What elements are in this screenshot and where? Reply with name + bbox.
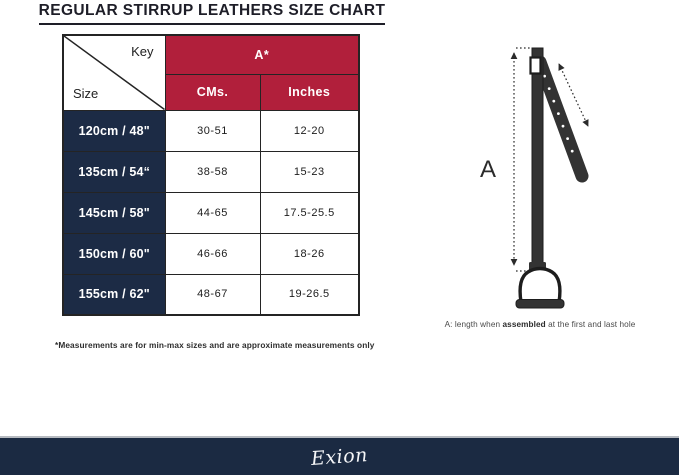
- dimension-a-label: A: [480, 156, 496, 183]
- size-table-body: 120cm / 48" 30-51 12-20 135cm / 54“ 38-5…: [62, 109, 360, 316]
- caption-bold: assembled: [502, 320, 546, 329]
- size-cell: 155cm / 62": [62, 273, 166, 316]
- table-row: 135cm / 54“ 38-58 15-23: [62, 150, 360, 193]
- caption-prefix: A: length when: [444, 320, 503, 329]
- diagonal-divider: [64, 36, 165, 110]
- size-cell: 145cm / 58": [62, 191, 166, 234]
- inches-value-cell: 15-23: [259, 150, 360, 193]
- stirrup-leather-diagram: A: [480, 47, 589, 309]
- cms-value-cell: 48-67: [164, 273, 261, 316]
- diagram-caption: A: length when assembled at the first an…: [437, 320, 643, 329]
- cms-value-cell: 46-66: [164, 232, 261, 275]
- cms-value-cell: 38-58: [164, 150, 261, 193]
- group-header-a: A*: [164, 34, 360, 75]
- size-cell: 120cm / 48": [62, 109, 166, 152]
- key-size-corner-cell: Key Size: [62, 34, 166, 111]
- column-header-inches: Inches: [259, 73, 360, 111]
- corner-size-label: Size: [73, 85, 99, 101]
- footer-bar: Exion: [0, 436, 679, 475]
- inches-value-cell: 18-26: [259, 232, 360, 275]
- diagonal-measure-arrow: [558, 63, 589, 127]
- size-cell: 150cm / 60": [62, 232, 166, 275]
- stirrup-iron-arch: [518, 266, 562, 303]
- cms-value-cell: 30-51: [164, 109, 261, 152]
- corner-key-label: Key: [131, 44, 154, 59]
- size-chart-table: Key Size A* CMs. Inches 120cm / 48" 30-5…: [62, 34, 360, 316]
- measurements-footnote: *Measurements are for min-max sizes and …: [55, 340, 375, 350]
- stirrup-tread: [515, 299, 565, 309]
- diagonal-strap: [533, 55, 589, 183]
- inches-value-cell: 17.5-25.5: [259, 191, 360, 234]
- inches-value-cell: 19-26.5: [259, 273, 360, 316]
- size-cell: 135cm / 54“: [62, 150, 166, 193]
- table-row: 145cm / 58" 44-65 17.5-25.5: [62, 191, 360, 234]
- buckle: [529, 56, 542, 75]
- page-title: REGULAR STIRRUP LEATHERS SIZE CHART: [0, 2, 424, 25]
- caption-suffix: at the first and last hole: [545, 320, 636, 329]
- strap-holes: [543, 74, 574, 153]
- column-header-cms: CMs.: [164, 73, 261, 111]
- table-row: 150cm / 60" 46-66 18-26: [62, 232, 360, 275]
- cms-value-cell: 44-65: [164, 191, 261, 234]
- table-row: 120cm / 48" 30-51 12-20: [62, 109, 360, 152]
- page-title-text: REGULAR STIRRUP LEATHERS SIZE CHART: [38, 2, 386, 25]
- table-row: 155cm / 62" 48-67 19-26.5: [62, 273, 360, 316]
- inches-value-cell: 12-20: [259, 109, 360, 152]
- brand-logo: Exion: [310, 443, 369, 470]
- vertical-strap: [531, 47, 544, 271]
